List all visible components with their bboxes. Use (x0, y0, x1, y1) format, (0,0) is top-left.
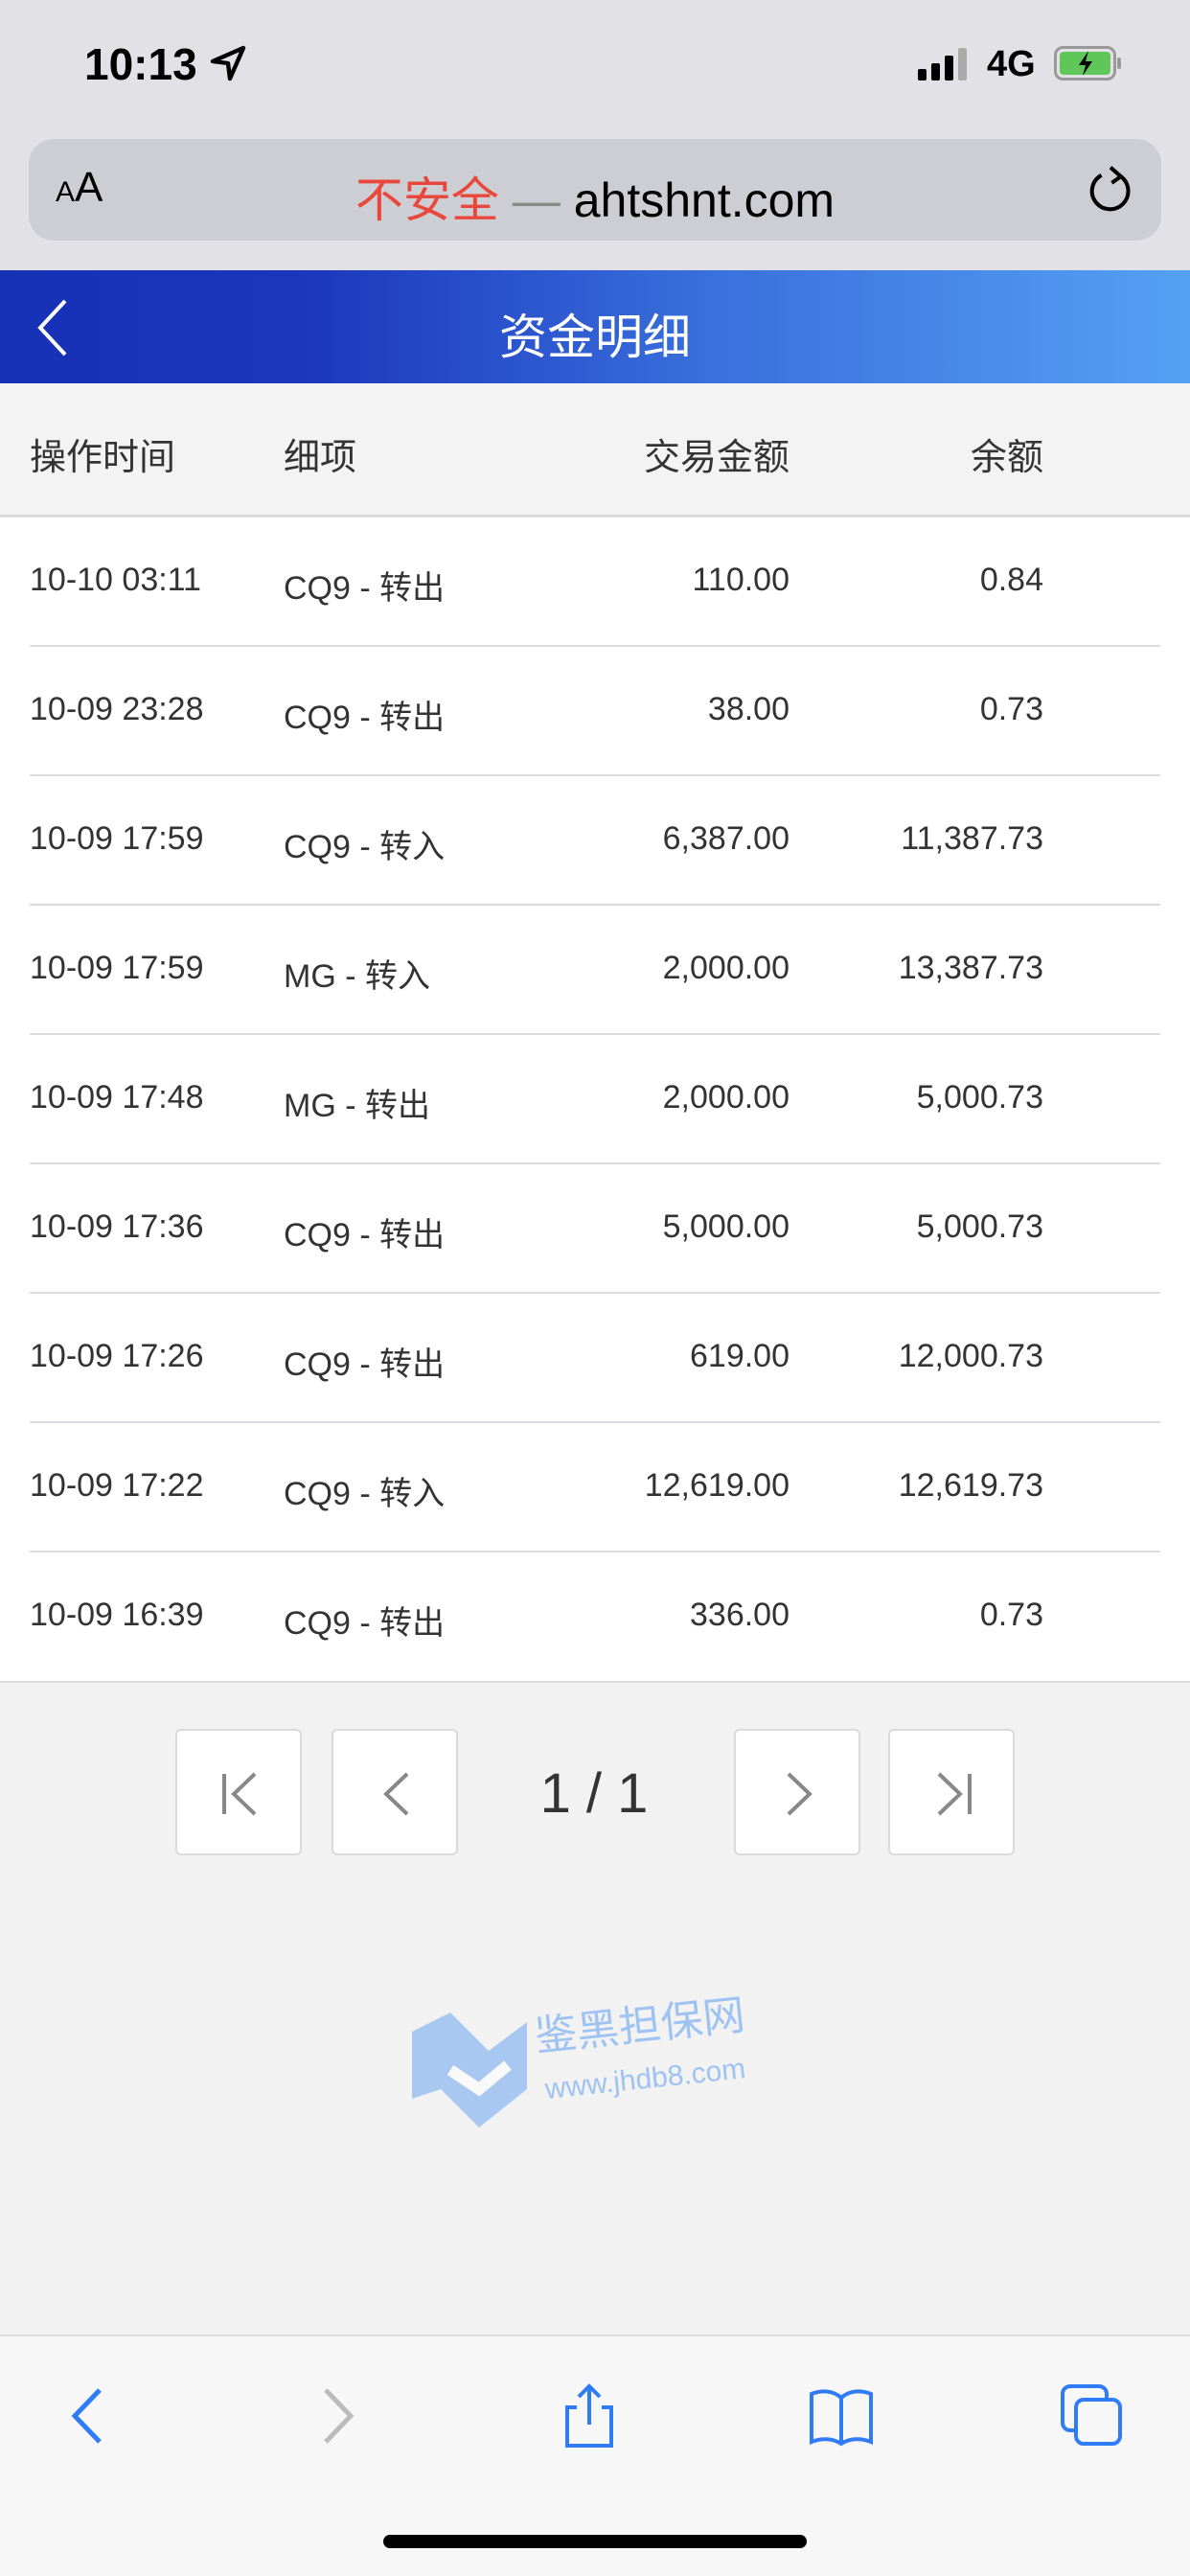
home-indicator (383, 2535, 807, 2548)
cell-amount: 336.00 (690, 1597, 790, 1633)
page-title: 资金明细 (499, 310, 691, 364)
battery-charging-icon (1054, 46, 1121, 80)
cell-balance: 12,000.73 (898, 1338, 1043, 1374)
cell-time: 10-09 17:22 (30, 1467, 204, 1504)
cell-balance: 11,387.73 (901, 820, 1043, 857)
cell-time: 10-09 17:59 (30, 950, 204, 986)
cell-time: 10-09 17:36 (30, 1208, 204, 1245)
watermark-url: www.jhdb8.com (542, 2053, 746, 2105)
last-page-icon (937, 1772, 972, 1816)
cell-balance: 12,619.73 (898, 1467, 1043, 1504)
table-row: 10-09 16:39 CQ9 - 转出 336.00 0.73 (0, 1552, 1190, 1682)
signal-icon (918, 48, 967, 80)
back-arrow-icon[interactable] (34, 299, 73, 356)
url-separator: — (512, 173, 561, 227)
first-page-button[interactable] (175, 1729, 302, 1855)
cell-time: 10-09 23:28 (30, 691, 204, 727)
cell-time: 10-09 17:26 (30, 1338, 204, 1374)
cell-amount: 12,619.00 (644, 1467, 790, 1504)
table-row: 10-09 23:28 CQ9 - 转出 38.00 0.73 (0, 647, 1190, 776)
watermark-logo: 鉴黑担保网 www.jhdb8.com (412, 1993, 747, 2128)
cell-amount: 2,000.00 (662, 950, 790, 986)
prev-page-button[interactable] (332, 1729, 458, 1855)
cell-time: 10-09 17:59 (30, 820, 204, 857)
divider (0, 1681, 1190, 1683)
table-row: 10-09 17:59 MG - 转入 2,000.00 13,387.73 (0, 906, 1190, 1035)
cell-amount: 6,387.00 (662, 820, 790, 857)
location-arrow-icon (210, 45, 246, 81)
cell-time: 10-10 03:11 (30, 562, 201, 598)
back-icon[interactable] (56, 2382, 123, 2450)
table-row: 10-09 17:36 CQ9 - 转出 5,000.00 5,000.73 (0, 1164, 1190, 1294)
address-bar[interactable]: AA 不安全 — ahtshnt.com (29, 139, 1161, 241)
cell-amount: 619.00 (690, 1338, 790, 1374)
cell-balance: 5,000.73 (916, 1079, 1043, 1116)
cell-balance: 0.73 (979, 1597, 1043, 1633)
cell-balance: 5,000.73 (916, 1208, 1043, 1245)
url-text[interactable]: 不安全 — ahtshnt.com (29, 162, 1161, 231)
cell-detail: MG - 转入 (284, 958, 430, 995)
cell-amount: 110.00 (692, 562, 790, 598)
cell-balance: 13,387.73 (898, 950, 1043, 986)
cell-detail: CQ9 - 转出 (284, 700, 446, 736)
cell-amount: 2,000.00 (662, 1079, 790, 1116)
cell-amount: 5,000.00 (662, 1208, 790, 1245)
cell-amount: 38.00 (707, 691, 790, 727)
cell-detail: CQ9 - 转出 (284, 1217, 446, 1254)
tabs-icon[interactable] (1059, 2382, 1126, 2450)
table-row: 10-09 17:48 MG - 转出 2,000.00 5,000.73 (0, 1035, 1190, 1164)
table-row: 10-09 17:22 CQ9 - 转入 12,619.00 12,619.73 (0, 1423, 1190, 1552)
first-page-icon (222, 1772, 257, 1816)
table-body: 10-10 03:11 CQ9 - 转出 110.00 0.84 10-09 23:28… (0, 518, 1190, 1682)
column-balance: 余额 (970, 438, 1043, 478)
column-amount: 交易金额 (643, 438, 790, 478)
cell-time: 10-09 17:48 (30, 1079, 204, 1116)
cell-balance: 0.73 (979, 691, 1043, 727)
cell-detail: CQ9 - 转出 (284, 1346, 446, 1383)
table-header: 操作时间 细项 交易金额 余额 (0, 383, 1190, 518)
share-icon[interactable] (556, 2382, 623, 2450)
next-page-button[interactable] (734, 1729, 860, 1855)
cell-detail: CQ9 - 转入 (284, 829, 446, 865)
last-page-button[interactable] (888, 1729, 1015, 1855)
domain: ahtshnt.com (573, 173, 835, 227)
forward-icon[interactable] (303, 2382, 370, 2450)
text-size-button[interactable]: AA (56, 164, 103, 211)
cell-balance: 0.84 (979, 562, 1043, 598)
column-time: 操作时间 (30, 438, 176, 478)
table-row: 10-10 03:11 CQ9 - 转出 110.00 0.84 (0, 518, 1190, 647)
cell-detail: MG - 转出 (284, 1088, 430, 1124)
table-row: 10-09 17:59 CQ9 - 转入 6,387.00 11,387.73 (0, 776, 1190, 906)
chevron-left-icon (383, 1772, 409, 1816)
cell-detail: CQ9 - 转入 (284, 1476, 446, 1512)
column-detail: 细项 (284, 438, 357, 478)
bookmarks-icon[interactable] (808, 2382, 875, 2450)
page-indicator: 1 / 1 (539, 1762, 649, 1825)
browser-toolbar (0, 2334, 1190, 2576)
chevron-right-icon (787, 1772, 812, 1816)
clock: 10:13 (84, 39, 197, 89)
cell-time: 10-09 16:39 (30, 1597, 204, 1633)
table-row: 10-09 17:26 CQ9 - 转出 619.00 12,000.73 (0, 1294, 1190, 1423)
status-bar: 10:13 4G AA 不安全 — ahtshnt.com (0, 0, 1190, 270)
network-type: 4G (987, 44, 1036, 84)
page-header: 资金明细 (0, 270, 1190, 383)
cell-detail: CQ9 - 转出 (284, 570, 446, 607)
cell-detail: CQ9 - 转出 (284, 1605, 446, 1642)
insecure-label: 不安全 (355, 173, 499, 227)
watermark-name: 鉴黑担保网 (533, 1993, 747, 2060)
reload-icon[interactable] (1085, 164, 1136, 218)
